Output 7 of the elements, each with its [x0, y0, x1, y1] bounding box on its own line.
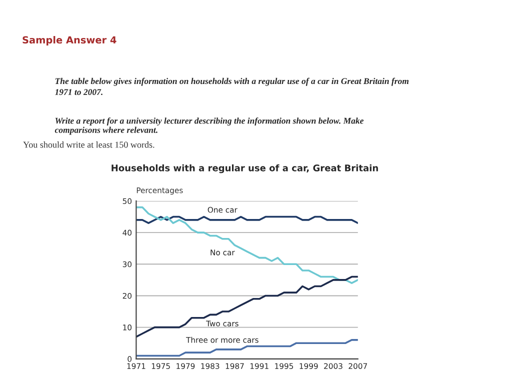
text: The table below gives information on households with a regular use of a car in Great Britain from 1971 to 2007.	[54, 78, 409, 96]
line-series	[136, 276, 358, 338]
text: Write a report for a university lecturer describing the information shown below. Make comparisons where relevant.	[54, 118, 364, 135]
line-series	[136, 206, 358, 284]
text: Sample Answer 4	[22, 36, 116, 46]
chart-title: Households with a regular use of a car, Great Britain	[112, 164, 378, 174]
text: You should write at least 150 words.	[23, 141, 154, 148]
